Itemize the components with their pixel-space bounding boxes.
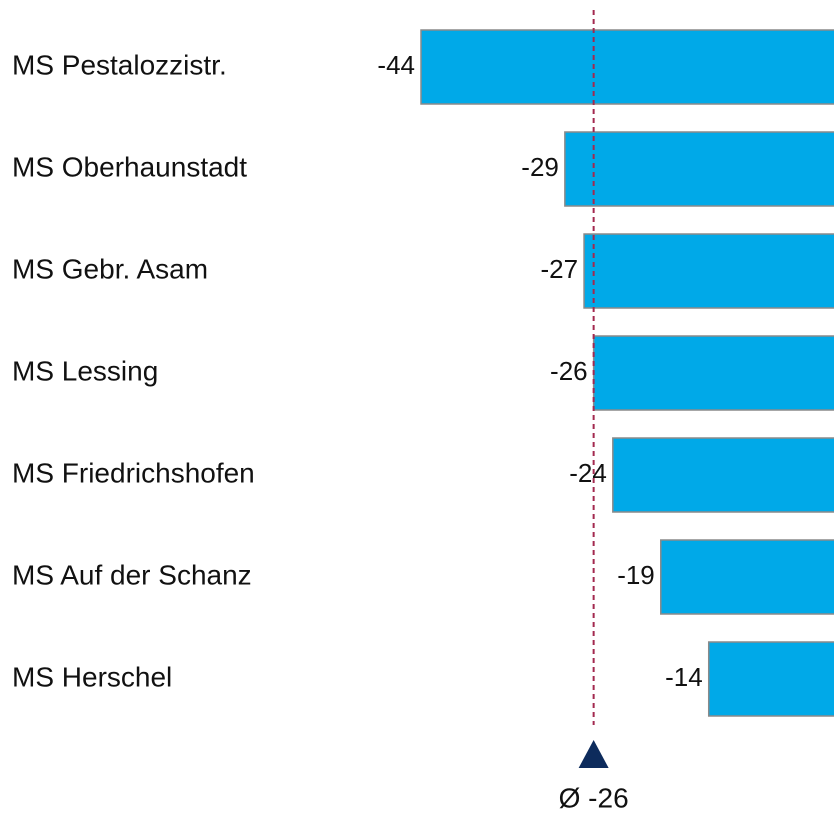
value-label: -44 — [377, 50, 415, 80]
bar — [592, 335, 834, 411]
bar — [707, 641, 834, 717]
category-label: MS Pestalozzistr. — [12, 49, 227, 80]
value-label: -29 — [521, 152, 559, 182]
category-label: MS Oberhaunstadt — [12, 151, 247, 182]
value-label: -19 — [617, 560, 655, 590]
value-label: -27 — [540, 254, 578, 284]
bar — [612, 437, 834, 513]
category-label: MS Auf der Schanz — [12, 559, 252, 590]
bar — [564, 131, 834, 207]
reference-label: Ø -26 — [559, 782, 629, 813]
category-label: MS Gebr. Asam — [12, 253, 208, 284]
category-label: MS Lessing — [12, 355, 158, 386]
bar — [583, 233, 834, 309]
value-label: -26 — [550, 356, 588, 386]
bar — [660, 539, 834, 615]
reference-marker — [578, 740, 609, 768]
category-label: MS Herschel — [12, 661, 172, 692]
bar — [420, 29, 834, 105]
category-label: MS Friedrichshofen — [12, 457, 255, 488]
value-label: -24 — [569, 458, 607, 488]
value-label: -14 — [665, 662, 703, 692]
